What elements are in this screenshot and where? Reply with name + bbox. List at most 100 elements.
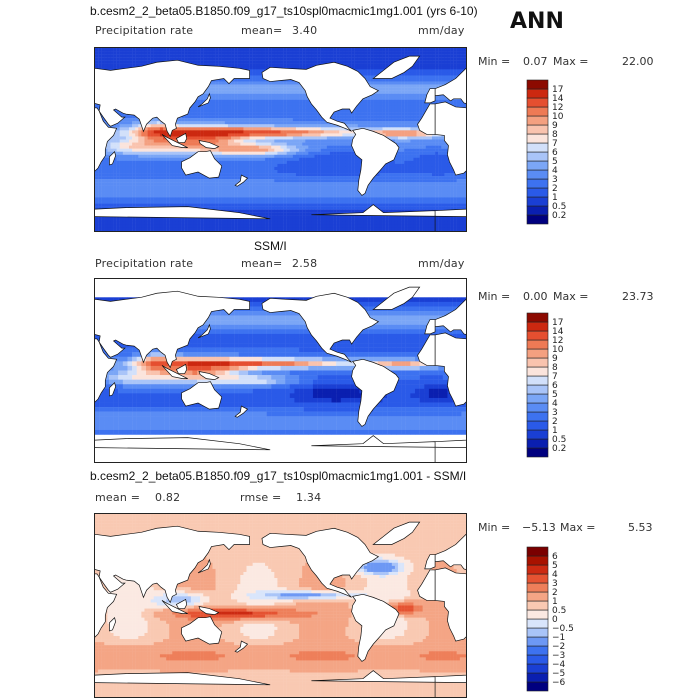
field-cell <box>286 151 290 155</box>
field-cell <box>280 115 284 119</box>
field-cell <box>178 173 182 177</box>
field-cell <box>462 60 466 64</box>
field-cell <box>98 57 102 61</box>
field-cell <box>360 51 365 55</box>
field-cell <box>333 166 337 171</box>
field-cell <box>404 109 408 113</box>
field-cell <box>224 163 229 168</box>
field-cell <box>401 96 405 101</box>
field-cell <box>175 166 179 171</box>
field-cell <box>184 148 188 152</box>
field-cell <box>401 148 405 152</box>
field-cell <box>116 60 120 64</box>
field-cell <box>311 105 315 110</box>
field-cell <box>351 112 355 116</box>
field-cell <box>295 96 300 101</box>
field-cell <box>218 173 222 177</box>
field-cell <box>388 124 393 128</box>
field-cell <box>249 145 253 149</box>
field-cell <box>172 173 176 177</box>
field-cell <box>231 163 235 168</box>
field-cell <box>221 124 226 128</box>
field-cell <box>255 148 260 152</box>
field-cell <box>425 139 430 143</box>
field-cell <box>265 154 269 159</box>
field-cell <box>240 124 244 128</box>
field-cell <box>166 157 170 162</box>
field-cell <box>299 57 303 61</box>
field-cell <box>234 63 238 67</box>
field-cell <box>333 124 337 128</box>
field-cell <box>339 166 343 171</box>
field-cell <box>135 57 139 61</box>
field-cell <box>215 84 219 88</box>
field-cell <box>404 72 408 76</box>
field-cell <box>153 48 158 52</box>
field-cell <box>240 87 244 91</box>
field-cell <box>252 84 256 88</box>
field-cell <box>187 139 192 143</box>
field-cell <box>125 173 130 177</box>
field-cell <box>107 60 111 64</box>
field-cell <box>326 133 331 137</box>
field-cell <box>271 87 275 91</box>
field-cell <box>320 154 324 159</box>
field-cell <box>104 157 108 162</box>
field-cell <box>391 109 396 113</box>
field-cell <box>422 72 427 76</box>
field-cell <box>153 166 158 171</box>
field-cell <box>345 148 349 152</box>
field-cell <box>246 160 250 165</box>
field-cell <box>261 154 266 159</box>
field-cell <box>184 51 188 55</box>
field-cell <box>249 66 253 70</box>
field-cell <box>394 133 399 137</box>
field-cell <box>407 130 411 134</box>
field-cell <box>320 170 324 174</box>
field-cell <box>107 54 111 58</box>
field-cell <box>212 90 216 94</box>
field-cell <box>407 154 411 159</box>
field-cell <box>348 48 352 52</box>
field-cell <box>450 72 454 76</box>
field-cell <box>357 69 362 73</box>
field-cell <box>314 127 318 131</box>
field-cell <box>413 51 417 55</box>
field-cell <box>404 48 408 52</box>
field-cell <box>231 57 235 61</box>
field-cell <box>150 130 154 134</box>
field-cell <box>336 136 340 140</box>
field-cell <box>289 87 294 91</box>
field-cell <box>255 78 260 82</box>
field-cell <box>413 93 417 98</box>
field-cell <box>169 170 173 174</box>
field-cell <box>323 148 328 152</box>
field-cell <box>243 78 247 82</box>
field-cell <box>116 63 120 67</box>
field-cell <box>172 157 176 162</box>
field-cell <box>166 57 170 61</box>
field-cell <box>385 130 389 134</box>
field-cell <box>333 130 337 134</box>
field-cell <box>336 145 340 149</box>
field-cell <box>286 78 290 82</box>
field-cell <box>240 90 244 94</box>
field-cell <box>107 124 111 128</box>
field-cell <box>289 93 294 98</box>
field-cell <box>289 84 294 88</box>
field-cell <box>218 154 222 159</box>
field-cell <box>311 148 315 152</box>
field-cell <box>382 166 386 171</box>
field-cell <box>388 48 393 52</box>
field-cell <box>320 145 324 149</box>
field-cell <box>240 163 244 168</box>
field-cell <box>438 48 442 52</box>
field-cell <box>431 166 436 171</box>
field-cell <box>416 54 420 58</box>
field-cell <box>265 173 269 177</box>
field-cell <box>274 84 278 88</box>
field-cell <box>345 63 349 67</box>
field-cell <box>410 72 414 76</box>
field-cell <box>277 112 281 116</box>
field-cell <box>119 51 124 55</box>
